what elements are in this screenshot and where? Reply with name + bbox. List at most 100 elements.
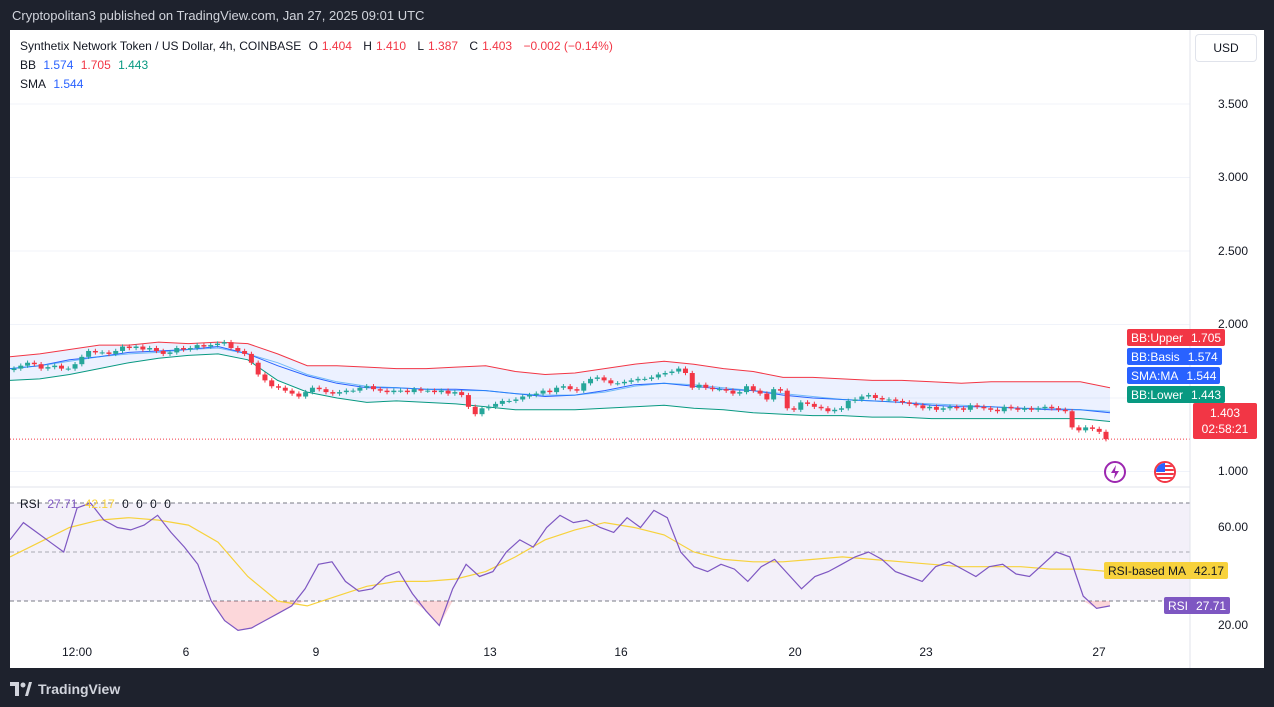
candle-body	[852, 399, 858, 401]
rsi-legend[interactable]: RSI 27.71 42.17 0 0 0 0	[20, 497, 175, 511]
candle-body	[357, 387, 363, 391]
candle-body	[1028, 408, 1034, 410]
candle-body	[432, 390, 438, 393]
sma-tag-label: SMA:MA	[1131, 368, 1179, 383]
us-flag-icon[interactable]	[1154, 461, 1176, 483]
candle-body	[526, 395, 532, 397]
candle-body	[716, 389, 722, 391]
candle-body	[601, 377, 607, 381]
candle-body	[86, 350, 92, 357]
candle-body	[981, 406, 987, 409]
candle-body	[364, 386, 370, 388]
candle-body	[1035, 408, 1041, 410]
candle-body	[879, 398, 885, 400]
chart-panel[interactable]: Synthetix Network Token / US Dollar, 4h,…	[10, 30, 1264, 668]
low-value: 1.387	[428, 39, 459, 53]
candle-body	[900, 400, 906, 403]
time-tick: 12:00	[61, 645, 93, 659]
grid-lines	[10, 103, 1190, 472]
candle-body	[1069, 411, 1075, 428]
bb-lower-line	[10, 353, 1111, 422]
candle-body	[120, 346, 126, 351]
candle-body	[906, 402, 912, 404]
candle-body	[262, 374, 268, 381]
candle-body	[350, 390, 356, 392]
sma-tag: SMA:MA 1.544	[1127, 367, 1221, 384]
candle-body	[805, 402, 811, 404]
sma-legend[interactable]: SMA 1.544	[20, 77, 87, 91]
lightning-icon[interactable]	[1104, 461, 1126, 483]
candle-body	[160, 350, 166, 354]
candle-body	[65, 368, 71, 370]
candle-body	[214, 343, 220, 346]
candle-body	[296, 393, 302, 397]
time-tick: 20	[788, 645, 802, 659]
rsi-line	[10, 502, 1111, 632]
candle-body	[445, 390, 451, 394]
candle-body	[330, 392, 336, 394]
candle-body	[954, 406, 960, 409]
candle-body	[588, 378, 594, 384]
bb-upper-value: 1.705	[80, 58, 111, 72]
time-tick: 13	[483, 645, 497, 659]
candle-body	[465, 395, 471, 407]
candle-body	[771, 389, 777, 400]
candles	[11, 339, 1109, 442]
candle-body	[303, 392, 309, 397]
candle-body	[411, 389, 417, 393]
candle-body	[248, 353, 254, 363]
rsi-tag-value: 27.71	[1196, 598, 1227, 613]
candle-body	[825, 408, 831, 412]
candle-body	[662, 373, 668, 375]
candle-body	[940, 408, 946, 410]
candle-body	[1042, 406, 1048, 409]
tradingview-logo[interactable]: TradingView	[10, 679, 120, 699]
published-header: Cryptopolitan3 published on TradingView.…	[12, 8, 425, 23]
candle-body	[282, 387, 288, 391]
candle-body	[893, 399, 899, 401]
candle-body	[99, 352, 105, 354]
candle-body	[187, 348, 193, 350]
candle-body	[486, 406, 492, 409]
candle-body	[11, 368, 17, 371]
open-value: 1.404	[321, 39, 352, 53]
candle-body	[235, 348, 241, 351]
high-value: 1.410	[375, 39, 406, 53]
candle-body	[167, 352, 173, 354]
candle-body	[574, 389, 580, 391]
rsi-label: RSI	[20, 497, 41, 511]
candle-body	[140, 346, 146, 350]
candle-body	[174, 348, 180, 353]
candle-body	[377, 389, 383, 391]
candle-body	[838, 408, 844, 410]
rsi-param-value: 0	[150, 497, 157, 511]
sma-line	[10, 347, 1111, 412]
candle-body	[730, 390, 736, 394]
candle-body	[309, 387, 315, 393]
chart-canvas[interactable]	[10, 30, 1264, 668]
candle-body	[988, 408, 994, 410]
candle-body	[703, 384, 709, 388]
candle-body	[1049, 406, 1055, 409]
candle-body	[974, 405, 980, 407]
rsi-param-value: 0	[122, 497, 129, 511]
candle-body	[1076, 427, 1082, 431]
candle-body	[1096, 428, 1102, 432]
candle-body	[398, 390, 404, 392]
candle-body	[615, 383, 621, 385]
symbol-name[interactable]: Synthetix Network Token / US Dollar, 4h,…	[20, 39, 302, 53]
candle-body	[886, 399, 892, 401]
candle-body	[933, 406, 939, 410]
candle-body	[506, 400, 512, 402]
candle-body	[750, 386, 756, 391]
time-tick: 16	[614, 645, 628, 659]
candle-body	[832, 409, 838, 412]
bb-legend[interactable]: BB 1.574 1.705 1.443	[20, 58, 152, 72]
candle-body	[655, 374, 661, 378]
candle-body	[147, 348, 153, 350]
rsi-value: 27.71	[47, 497, 78, 511]
currency-button[interactable]: USD	[1195, 34, 1257, 62]
open-label: O	[308, 39, 318, 53]
candle-body	[208, 345, 214, 347]
rsi-ma-tag-value: 42.17	[1194, 563, 1225, 578]
